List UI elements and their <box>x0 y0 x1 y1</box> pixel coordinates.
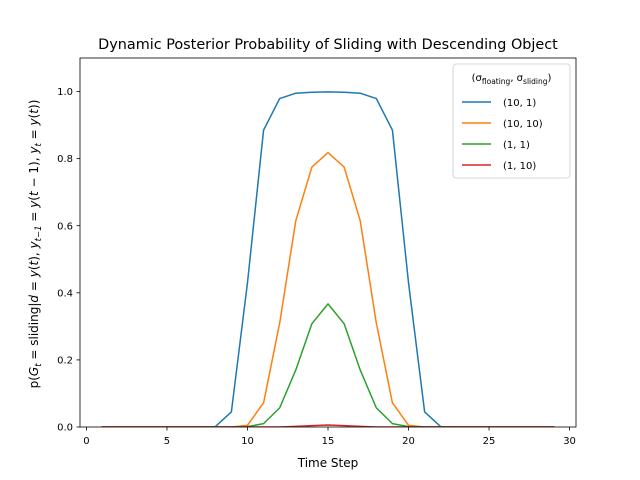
y-tick-label: 0.6 <box>57 221 73 232</box>
y-axis-label-part: = <box>27 277 41 295</box>
legend-label-3: (1, 1) <box>503 140 530 151</box>
series-line-4 <box>101 424 555 427</box>
y-tick-label: 0.0 <box>57 423 73 434</box>
legend-title-part: , σ <box>510 73 523 84</box>
y-axis-label-part: = sliding| <box>27 303 41 364</box>
series-line-2 <box>101 151 555 427</box>
legend-title-part: sliding <box>523 77 548 86</box>
x-axis-label: Time Step <box>297 456 359 470</box>
legend-label-2: (10, 10) <box>503 119 543 130</box>
legend: (σfloating, σsliding) (10, 1) (10, 10) (1, … <box>452 63 571 179</box>
x-tick-label: 10 <box>241 436 254 447</box>
x-tick-label: 30 <box>563 436 576 447</box>
legend-title-part: (σ <box>472 73 483 84</box>
y-tick-label: 1.0 <box>57 87 73 98</box>
x-tick-label: 0 <box>83 436 89 447</box>
y-axis-label-part: ( <box>27 265 41 270</box>
legend-title: (σfloating, σsliding) <box>472 73 552 86</box>
y-axis-label-part: y <box>27 146 41 155</box>
y-axis-label-part: ( <box>27 114 41 119</box>
y-axis-label: p(Gt = sliding|d = y(t), yt−1 = y(t − 1)… <box>27 100 44 389</box>
y-axis-label-part: G <box>27 367 41 376</box>
y-axis-label-part: y <box>27 117 41 126</box>
y-axis-label-part: − 1), <box>27 154 41 192</box>
y-axis-label-part: ( <box>27 196 41 201</box>
series-line-1 <box>101 91 555 427</box>
y-axis-label-part: t−1 <box>34 225 44 241</box>
legend-title-part: ) <box>547 73 551 84</box>
x-tick-label: 5 <box>164 436 170 447</box>
y-axis-label-part: ), <box>27 248 41 260</box>
plot-area <box>101 91 555 427</box>
legend-label-1: (10, 1) <box>503 98 536 109</box>
y-axis-label-part: t <box>27 259 41 265</box>
x-tick-label: 25 <box>483 436 496 447</box>
y-axis-label-part: y <box>27 200 41 209</box>
y-axis-label-part: t <box>27 190 41 196</box>
y-axis-label-part: d <box>27 295 41 303</box>
y-axis-label-part: p( <box>27 376 41 388</box>
y-tick-label: 0.2 <box>57 356 73 367</box>
y-axis-label-part: t <box>27 108 41 114</box>
y-tick-label: 0.4 <box>57 288 73 299</box>
y-axis-label-part: t <box>34 143 44 147</box>
y-axis-label-part: t <box>34 363 44 367</box>
legend-title-part: floating <box>482 77 511 86</box>
y-axis-label-part: y <box>27 240 41 249</box>
y-axis-label-part: = <box>27 125 41 143</box>
y-tick-label: 0.8 <box>57 154 73 165</box>
y-axis-label-part: y <box>27 269 41 278</box>
x-tick-label: 15 <box>322 436 335 447</box>
y-axis-label-part: )) <box>27 100 41 109</box>
legend-box <box>452 63 571 179</box>
axes: 0 5 10 15 20 25 30 0.0 0.2 0.4 0.6 0.8 1.0 <box>57 57 577 447</box>
x-tick-label: 20 <box>402 436 415 447</box>
legend-label-4: (1, 10) <box>503 161 536 172</box>
y-axis-label-part: = <box>27 208 41 226</box>
chart-title: Dynamic Posterior Probability of Sliding… <box>98 37 558 53</box>
series-line-3 <box>101 303 555 427</box>
